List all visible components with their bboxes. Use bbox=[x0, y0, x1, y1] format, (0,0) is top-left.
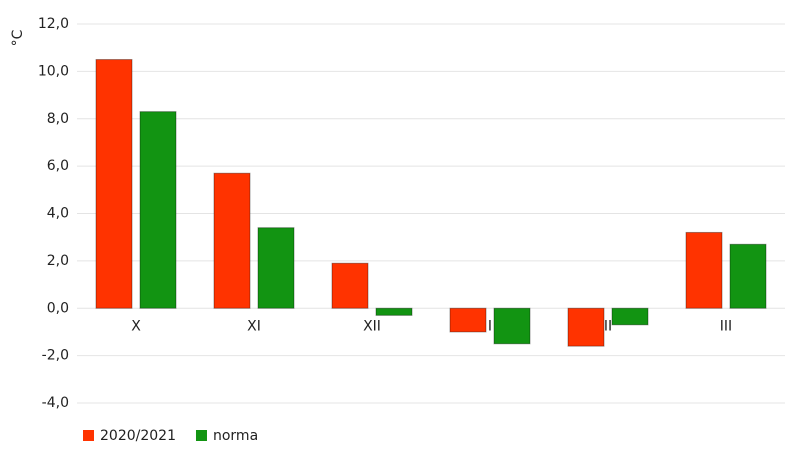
legend-label: 2020/2021 bbox=[100, 428, 176, 444]
bar bbox=[375, 307, 413, 316]
y-tick-label: 8,0 bbox=[47, 111, 69, 127]
y-tick-label: -2,0 bbox=[42, 348, 69, 364]
bar bbox=[213, 172, 251, 309]
y-tick-label: 6,0 bbox=[47, 158, 69, 174]
x-tick-label: I bbox=[488, 318, 492, 334]
bar bbox=[611, 307, 649, 326]
legend-label: norma bbox=[213, 428, 258, 444]
y-tick-label: 10,0 bbox=[38, 63, 69, 79]
bar bbox=[139, 111, 177, 309]
bar bbox=[257, 227, 295, 309]
bar bbox=[729, 243, 767, 309]
y-axis-label: °C bbox=[10, 29, 26, 46]
bar bbox=[567, 307, 605, 347]
y-tick-label: 2,0 bbox=[47, 253, 69, 269]
legend-swatch bbox=[195, 430, 207, 441]
bar bbox=[449, 307, 487, 333]
bar bbox=[95, 59, 133, 309]
y-tick-label: 0,0 bbox=[47, 300, 69, 316]
x-tick-label: XII bbox=[363, 318, 381, 334]
y-tick-label: 12,0 bbox=[38, 16, 69, 32]
x-tick-label: X bbox=[131, 318, 141, 334]
bar bbox=[331, 262, 369, 309]
bar bbox=[493, 307, 531, 345]
y-tick-label: -4,0 bbox=[42, 395, 69, 411]
y-tick-label: 4,0 bbox=[47, 206, 69, 222]
x-tick-label: II bbox=[604, 318, 612, 334]
x-tick-label: III bbox=[720, 318, 732, 334]
x-tick-label: XI bbox=[247, 318, 261, 334]
legend-swatch bbox=[83, 430, 94, 441]
bar bbox=[685, 231, 723, 309]
